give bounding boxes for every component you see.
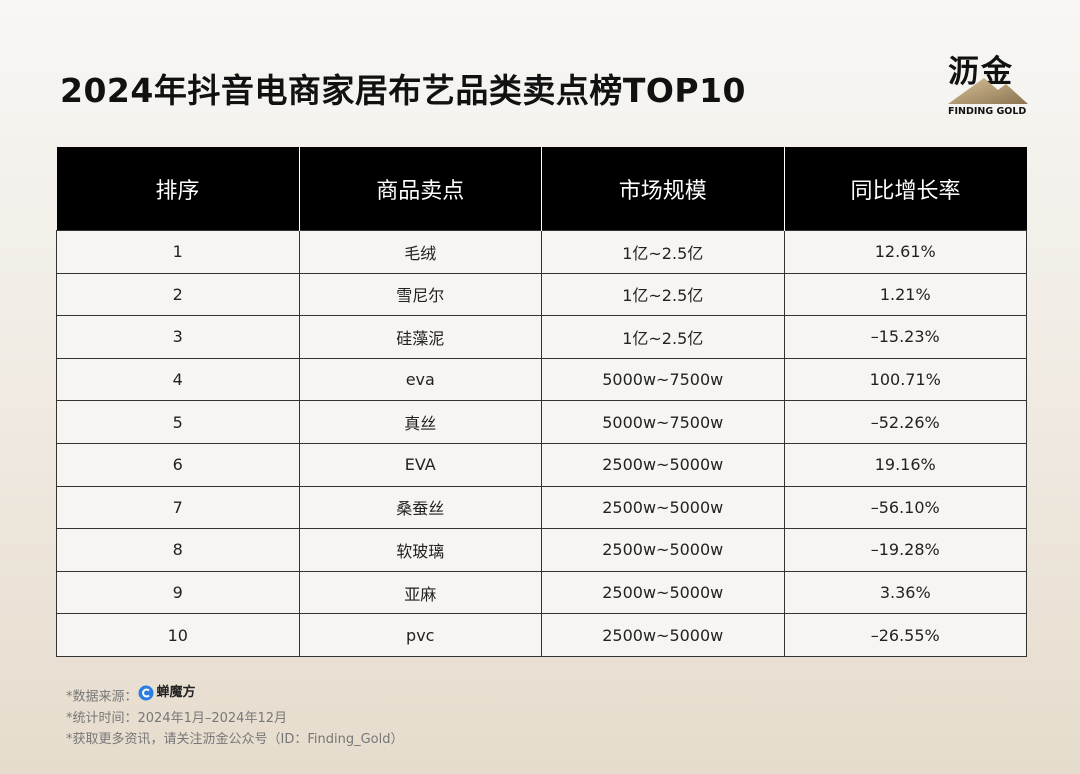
column-header: 同比增长率	[783, 147, 1027, 231]
table-cell: 1亿~2.5亿	[541, 272, 785, 317]
table-cell: 3	[56, 315, 300, 359]
table-cell: 3.36%	[783, 570, 1027, 615]
table-row: 2 雪尼尔 1亿~2.5亿 1.21%	[56, 272, 1027, 317]
table-row: 8 软玻璃 2500w~5000w –19.28%	[56, 528, 1027, 572]
table-cell: –56.10%	[783, 485, 1027, 530]
table-cell: 4	[56, 357, 300, 402]
logo: 沥金 FINDING GOLD	[940, 46, 1035, 122]
table-row: 10 pvc 2500w~5000w –26.55%	[56, 613, 1027, 657]
table-cell: 5	[56, 400, 300, 444]
logo-mark	[948, 78, 1028, 104]
table-cell: 7	[56, 485, 300, 530]
table-cell: EVA	[298, 442, 542, 487]
table-cell: 硅藻泥	[298, 315, 542, 359]
table-cell: 2500w~5000w	[541, 613, 785, 657]
table-cell: –15.23%	[783, 315, 1027, 359]
period: *统计时间：2024年1月–2024年12月	[66, 710, 287, 726]
title: 2024年抖音电商家居布艺品类卖点榜TOP10	[60, 71, 747, 110]
table-cell: 1亿~2.5亿	[541, 230, 785, 274]
table-body: 1 毛绒 1亿~2.5亿 12.61% 2 雪尼尔 1亿~2.5亿 1.21% 3 硅藻泥 1亿~2…	[56, 230, 1027, 657]
table-cell: 雪尼尔	[298, 272, 542, 317]
table-cell: 2	[56, 272, 300, 317]
table-cell: 桑蚕丝	[298, 485, 542, 530]
column-header: 市场规模	[541, 147, 784, 231]
table-cell: 8	[56, 528, 300, 572]
table-cell: –26.55%	[783, 613, 1027, 657]
table-cell: eva	[298, 357, 542, 402]
table-cell: pvc	[298, 613, 542, 657]
table-row: 7 桑蚕丝 2500w~5000w –56.10%	[56, 485, 1027, 530]
table-cell: 9	[56, 570, 300, 615]
table-cell: 100.71%	[783, 357, 1027, 402]
table-cell: 软玻璃	[298, 528, 542, 572]
table-cell: 毛绒	[298, 230, 542, 274]
table-row: 6 EVA 2500w~5000w 19.16%	[56, 442, 1027, 487]
table-row: 5 真丝 5000w~7500w –52.26%	[56, 400, 1027, 444]
table-row: 3 硅藻泥 1亿~2.5亿 –15.23%	[56, 315, 1027, 359]
table-row: 1 毛绒 1亿~2.5亿 12.61%	[56, 230, 1027, 274]
table-cell: 亚麻	[298, 570, 542, 615]
table-cell: –19.28%	[783, 528, 1027, 572]
table-cell: 1.21%	[783, 272, 1027, 317]
table-cell: 2500w~5000w	[541, 528, 785, 572]
footer: *数据来源： 蝉魔方 *统计时间：2024年1月–2024年12月 *获取更多资讯…	[66, 682, 403, 750]
table-cell: 10	[56, 613, 300, 657]
brand-name: 蝉魔方	[156, 685, 196, 700]
brand-icon	[138, 685, 154, 700]
ranking-table: 排序 商品卖点 市场规模 同比增长率 1 毛绒 1亿~2.5亿 12.61% 2 雪尼尔 1亿~2…	[56, 147, 1027, 657]
table-cell: –52.26%	[783, 400, 1027, 444]
source-label: *数据来源：	[66, 689, 138, 705]
table-cell: 19.16%	[783, 442, 1027, 487]
table-row: 9 亚麻 2500w~5000w 3.36%	[56, 570, 1027, 615]
table-cell: 2500w~5000w	[541, 442, 785, 487]
header-row: 排序 商品卖点 市场规模 同比增长率	[56, 147, 1027, 231]
contact: *获取更多资讯，请关注沥金公众号（ID：Finding_Gold）	[66, 731, 404, 747]
table-cell: 2500w~5000w	[541, 570, 785, 615]
source-line: *数据来源： 蝉魔方	[66, 682, 403, 708]
table-row: 4 eva 5000w~7500w 100.71%	[56, 357, 1027, 402]
table-cell: 真丝	[298, 400, 542, 444]
column-header: 商品卖点	[298, 147, 542, 231]
table-cell: 5000w~7500w	[541, 400, 785, 444]
source-brand: 蝉魔方	[138, 682, 196, 703]
table-cell: 5000w~7500w	[541, 357, 785, 402]
logo-tagline: FINDING GOLD	[948, 106, 1027, 117]
table-cell: 1亿~2.5亿	[541, 315, 785, 359]
table-cell: 2500w~5000w	[541, 485, 785, 530]
table-cell: 6	[56, 442, 300, 487]
column-header: 排序	[56, 147, 299, 231]
table-cell: 12.61%	[783, 230, 1027, 274]
table-cell: 1	[56, 230, 300, 274]
